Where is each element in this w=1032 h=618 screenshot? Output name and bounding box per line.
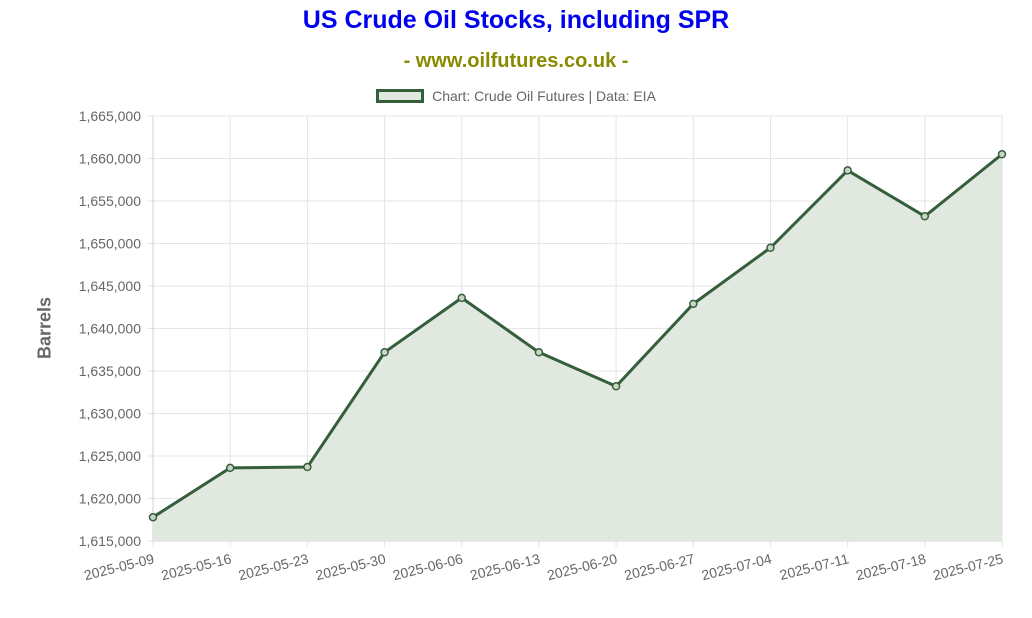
y-tick-label: 1,645,000 xyxy=(79,278,141,294)
legend[interactable]: Chart: Crude Oil Futures | Data: EIA xyxy=(0,86,1032,106)
x-tick-label: 2025-07-18 xyxy=(854,550,928,583)
data-point xyxy=(534,348,544,357)
y-tick-label: 1,615,000 xyxy=(79,533,141,549)
x-tick-label: 2025-06-20 xyxy=(545,550,619,583)
x-tick-label: 2025-06-27 xyxy=(623,550,697,583)
data-point xyxy=(997,150,1007,159)
x-tick-label: 2025-07-25 xyxy=(931,550,1005,583)
x-tick-label: 2025-07-11 xyxy=(778,550,851,583)
data-point xyxy=(689,299,698,309)
y-tick-label: 1,650,000 xyxy=(79,236,141,252)
y-tick-label: 1,655,000 xyxy=(79,193,141,209)
legend-label: Chart: Crude Oil Futures | Data: EIA xyxy=(432,88,656,104)
data-point xyxy=(225,463,235,473)
y-tick-label: 1,620,000 xyxy=(79,491,141,507)
series-line xyxy=(152,153,1003,519)
y-tick-label: 1,630,000 xyxy=(79,406,141,422)
x-tick-label: 2025-05-30 xyxy=(314,550,388,583)
data-point xyxy=(380,348,389,357)
series-area xyxy=(153,154,1002,541)
data-point xyxy=(303,462,312,472)
x-tick-label: 2025-05-09 xyxy=(82,550,156,583)
x-tick-label: 2025-07-04 xyxy=(700,550,774,583)
x-tick-label: 2025-05-16 xyxy=(160,550,234,583)
x-tick-label: 2025-06-06 xyxy=(391,550,465,583)
y-tick-label: 1,635,000 xyxy=(79,363,141,379)
chart-title: US Crude Oil Stocks, including SPR xyxy=(302,6,730,34)
data-point xyxy=(843,166,852,175)
x-tick-label: 2025-05-23 xyxy=(237,550,311,583)
data-point xyxy=(766,243,775,252)
chart-subtitle: - www.oilfutures.co.uk - xyxy=(403,50,629,72)
legend-swatch xyxy=(376,89,425,103)
y-tick-label: 1,660,000 xyxy=(79,151,141,167)
data-point xyxy=(148,512,158,522)
y-tick-label: 1,665,000 xyxy=(79,108,141,124)
y-tick-label: 1,625,000 xyxy=(79,448,141,464)
data-point xyxy=(457,293,466,303)
data-point xyxy=(611,382,621,391)
y-tick-label: 1,640,000 xyxy=(79,321,141,337)
x-tick-label: 2025-06-13 xyxy=(468,550,542,583)
data-point xyxy=(920,212,930,221)
